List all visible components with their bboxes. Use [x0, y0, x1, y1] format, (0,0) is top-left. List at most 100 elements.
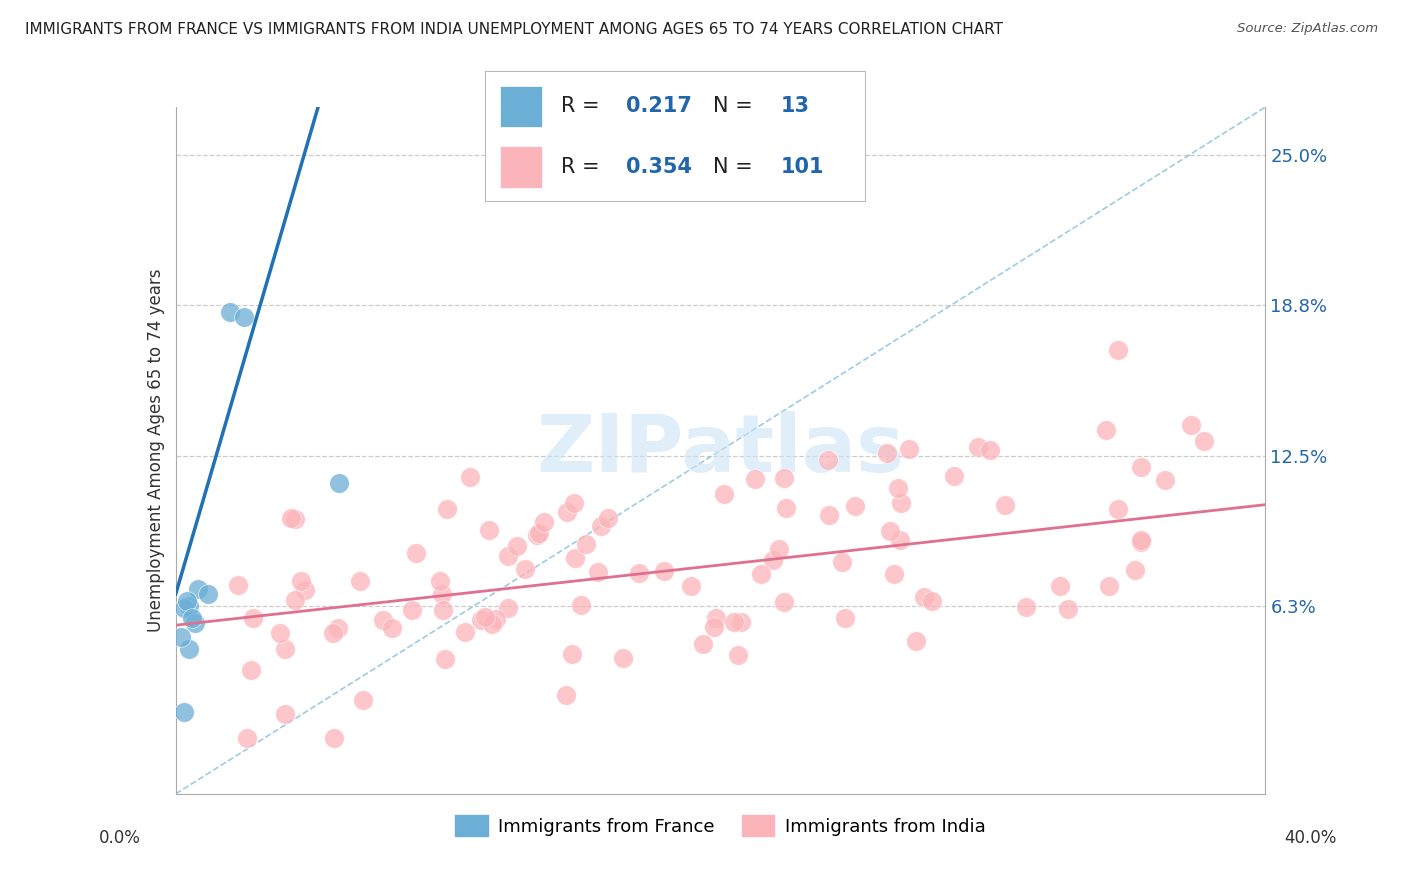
Point [184, 615, 207, 630]
Point [569, 598, 592, 612]
Point [284, 593, 307, 607]
Point [470, 613, 492, 627]
Point [889, 533, 911, 547]
Point [326, 621, 349, 635]
Point [844, 500, 866, 514]
Point [1123, 563, 1146, 577]
Point [883, 567, 905, 582]
Point [1057, 601, 1080, 615]
Point [322, 625, 344, 640]
Point [596, 511, 619, 525]
Point [834, 611, 856, 625]
Point [994, 498, 1017, 512]
Point [876, 445, 898, 459]
Point [897, 442, 920, 457]
Point [533, 515, 555, 529]
Point [589, 519, 612, 533]
Point [921, 594, 943, 608]
Point [485, 612, 508, 626]
Point [176, 594, 198, 608]
FancyBboxPatch shape [501, 146, 541, 188]
Point [1098, 579, 1121, 593]
Point [454, 624, 477, 639]
Point [181, 611, 204, 625]
Text: 0.354: 0.354 [626, 157, 692, 178]
Point [349, 574, 371, 589]
Point [1192, 434, 1215, 448]
Point [627, 566, 650, 581]
Point [434, 652, 457, 666]
Point [772, 595, 794, 609]
Point [381, 621, 404, 635]
Point [887, 481, 910, 495]
Point [762, 552, 785, 566]
Point [219, 305, 242, 319]
Point [730, 615, 752, 629]
Point [1049, 579, 1071, 593]
Point [564, 551, 586, 566]
Point [460, 470, 482, 484]
Point [1129, 533, 1152, 548]
Point [506, 539, 529, 553]
Text: N =: N = [713, 157, 752, 178]
Point [436, 502, 458, 516]
Point [478, 523, 501, 537]
Text: 0.0%: 0.0% [98, 829, 141, 847]
Point [942, 468, 965, 483]
Point [405, 546, 427, 560]
Point [966, 440, 988, 454]
Point [723, 615, 745, 629]
Point [1107, 343, 1129, 357]
Point [703, 620, 725, 634]
Point [775, 501, 797, 516]
Point [401, 603, 423, 617]
Point [235, 731, 257, 746]
Text: 101: 101 [782, 157, 825, 178]
Point [879, 524, 901, 538]
Point [322, 731, 344, 746]
Point [1094, 423, 1116, 437]
Y-axis label: Unemployment Among Ages 65 to 74 years: Unemployment Among Ages 65 to 74 years [146, 268, 165, 632]
Point [1129, 459, 1152, 474]
Point [652, 564, 675, 578]
Point [186, 582, 209, 596]
Point [749, 567, 772, 582]
Text: IMMIGRANTS FROM FRANCE VS IMMIGRANTS FROM INDIA UNEMPLOYMENT AMONG AGES 65 TO 74: IMMIGRANTS FROM FRANCE VS IMMIGRANTS FRO… [25, 22, 1004, 37]
Point [555, 688, 578, 702]
Point [432, 587, 454, 601]
Point [1107, 502, 1129, 516]
Text: 13: 13 [782, 96, 810, 116]
Point [561, 647, 583, 661]
Point [274, 706, 297, 721]
Text: N =: N = [713, 96, 752, 116]
Point [226, 577, 249, 591]
Point [173, 705, 195, 719]
Point [704, 611, 727, 625]
Point [1180, 418, 1202, 433]
Point [1015, 600, 1038, 615]
Text: ZIPatlas: ZIPatlas [537, 411, 904, 490]
Point [269, 626, 291, 640]
Point [328, 475, 350, 490]
Legend: Immigrants from France, Immigrants from India: Immigrants from France, Immigrants from … [449, 808, 993, 843]
Point [713, 487, 735, 501]
Point [526, 528, 548, 542]
Point [173, 601, 195, 615]
Text: 40.0%: 40.0% [1284, 829, 1337, 847]
Point [432, 603, 454, 617]
Point [612, 651, 634, 665]
Point [890, 496, 912, 510]
Point [179, 599, 201, 613]
Point [979, 442, 1001, 457]
Point [527, 525, 550, 540]
Point [912, 590, 935, 604]
Text: R =: R = [561, 96, 599, 116]
Point [294, 582, 316, 597]
Point [817, 452, 839, 467]
Point [197, 587, 219, 601]
Point [170, 630, 193, 644]
Point [274, 642, 297, 657]
Point [481, 616, 503, 631]
Text: Source: ZipAtlas.com: Source: ZipAtlas.com [1237, 22, 1378, 36]
Text: R =: R = [561, 157, 599, 178]
